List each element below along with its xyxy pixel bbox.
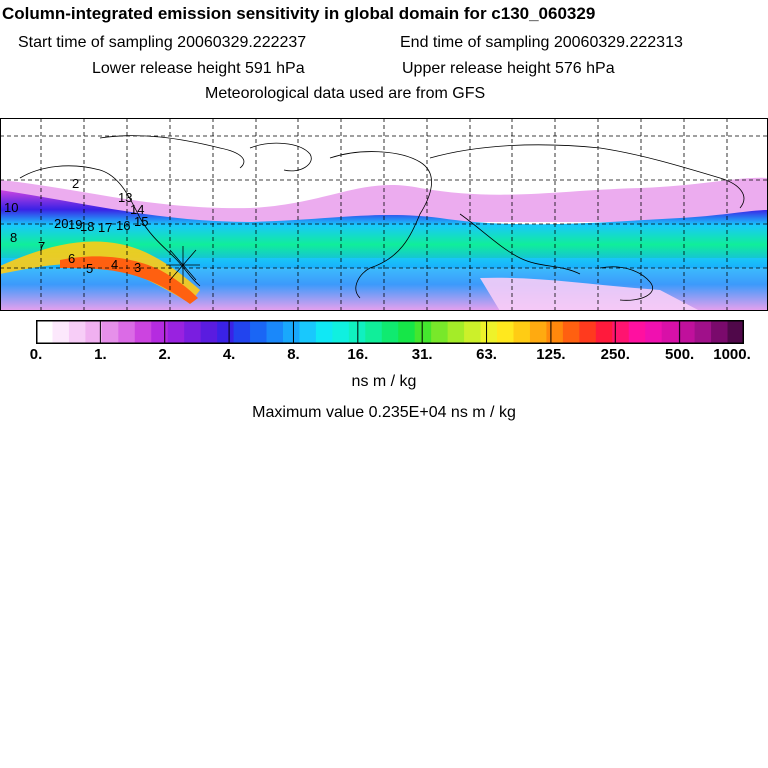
colorbar-segment xyxy=(315,320,333,344)
colorbar-tick-label: 4. xyxy=(222,346,236,363)
colorbar-segment xyxy=(250,320,268,344)
colorbar-segment xyxy=(661,320,679,344)
colorbar-segment xyxy=(217,320,235,344)
trajectory-label: 5 xyxy=(86,261,93,276)
colorbar-segment xyxy=(612,320,630,344)
colorbar-tick-label: 16. xyxy=(347,346,369,363)
plot-title: Column-integrated emission sensitivity i… xyxy=(2,4,596,23)
colorbar-tick-label: 31. xyxy=(411,346,433,363)
trajectory-label: 2 xyxy=(72,176,79,191)
release-point-marker xyxy=(166,246,200,284)
colorbar-segment xyxy=(200,320,218,344)
trajectory-label: 19 xyxy=(68,217,82,232)
sampling-start-text: Start time of sampling 20060329.222237 xyxy=(18,34,307,51)
colorbar-segment xyxy=(365,320,383,344)
colorbar-tick-label: 250. xyxy=(600,346,630,363)
trajectory-label: 20 xyxy=(54,216,68,231)
sensitivity-low-region xyxy=(480,277,700,311)
colorbar-segment xyxy=(36,320,54,344)
colorbar-tick-label: 1. xyxy=(94,346,107,363)
colorbar-segment xyxy=(579,320,597,344)
colorbar-tick-label: 0. xyxy=(29,346,43,363)
colorbar-tick-label: 500. xyxy=(665,346,695,363)
colorbar-segment xyxy=(68,320,86,344)
colorbar-segment xyxy=(118,320,136,344)
sensitivity-plume-high xyxy=(0,241,200,303)
colorbar-segment xyxy=(134,320,152,344)
colorbar-tick-label: 2. xyxy=(158,346,171,363)
colorbar-segment xyxy=(678,320,696,344)
coastline-asia-north xyxy=(429,144,745,209)
lower-release-text: Lower release height 591 hPa xyxy=(92,60,305,77)
colorbar-segment xyxy=(464,320,482,344)
trajectory-labels: 13 14 15 16 17 18 19 20 8 7 6 5 4 3 10 2 xyxy=(4,176,148,276)
colorbar-segment xyxy=(694,320,712,344)
trajectory-label: 17 xyxy=(98,220,112,235)
colorbar-segment xyxy=(282,320,301,344)
coastline-europe-africa xyxy=(329,151,432,299)
trajectory-label: 8 xyxy=(10,230,17,245)
colorbar-segment xyxy=(529,320,548,344)
colorbar-segment xyxy=(266,320,284,344)
coastline-australia xyxy=(599,266,653,301)
met-data-text: Meteorological data used are from GFS xyxy=(205,85,486,102)
colorbar-segment xyxy=(562,320,580,344)
trajectory-label: 14 xyxy=(130,202,144,217)
sensitivity-band xyxy=(0,190,768,268)
colorbar-segment xyxy=(85,320,103,344)
colorbar-segment xyxy=(414,320,432,344)
colorbar-frame xyxy=(36,320,744,344)
sensitivity-map: 13 14 15 16 17 18 19 20 8 7 6 5 4 3 10 2 xyxy=(0,118,768,311)
maximum-value-text: Maximum value 0.235E+04 ns m / kg xyxy=(252,404,516,421)
colorbar-segment xyxy=(628,320,646,344)
trajectory-label: 15 xyxy=(134,214,148,229)
colorbar-units: ns m / kg xyxy=(351,373,417,390)
colorbar-segment xyxy=(233,320,251,344)
colorbar-segment xyxy=(52,320,70,344)
trajectory-label: 7 xyxy=(38,239,45,254)
colorbar-segment xyxy=(595,320,613,344)
colorbar-tick-label: 63. xyxy=(476,346,497,363)
colorbar-tick-label: 1000. xyxy=(713,346,751,363)
colorbar-tick-label: 125. xyxy=(536,346,566,363)
colorbar-segment xyxy=(711,320,729,344)
colorbar-segment xyxy=(299,320,317,344)
colorbar-tick-label: 8. xyxy=(287,346,300,363)
colorbar-segment xyxy=(727,320,744,344)
map-svg: 13 14 15 16 17 18 19 20 8 7 6 5 4 3 10 2 xyxy=(0,118,768,311)
colorbar-segment xyxy=(332,320,350,344)
trajectory-label: 18 xyxy=(80,219,94,234)
colorbar-segment xyxy=(381,320,399,344)
colorbar-segment xyxy=(645,320,663,344)
colorbar-segment xyxy=(167,320,185,344)
colorbar-segment xyxy=(447,320,465,344)
colorbar xyxy=(36,320,744,344)
trajectory-label: 16 xyxy=(116,218,130,233)
colorbar-segment xyxy=(546,320,564,344)
colorbar-segment xyxy=(513,320,531,344)
lat-lon-grid xyxy=(0,118,768,311)
colorbar-segment xyxy=(480,320,498,344)
upper-release-text: Upper release height 576 hPa xyxy=(402,60,615,77)
sensitivity-fringe-north xyxy=(0,177,768,222)
colorbar-segment xyxy=(497,320,515,344)
colorbar-segment xyxy=(151,320,169,344)
colorbar-segment xyxy=(431,320,449,344)
trajectory-label: 13 xyxy=(118,190,132,205)
trajectory-label: 4 xyxy=(111,257,118,272)
trajectory-label: 10 xyxy=(4,200,18,215)
colorbar-segment xyxy=(184,320,202,344)
colorbar-segment xyxy=(398,320,416,344)
sampling-end-text: End time of sampling 20060329.222313 xyxy=(400,34,683,51)
trajectory-label: 3 xyxy=(134,260,141,275)
colorbar-segment xyxy=(101,320,119,344)
trajectory-label: 6 xyxy=(68,251,75,266)
